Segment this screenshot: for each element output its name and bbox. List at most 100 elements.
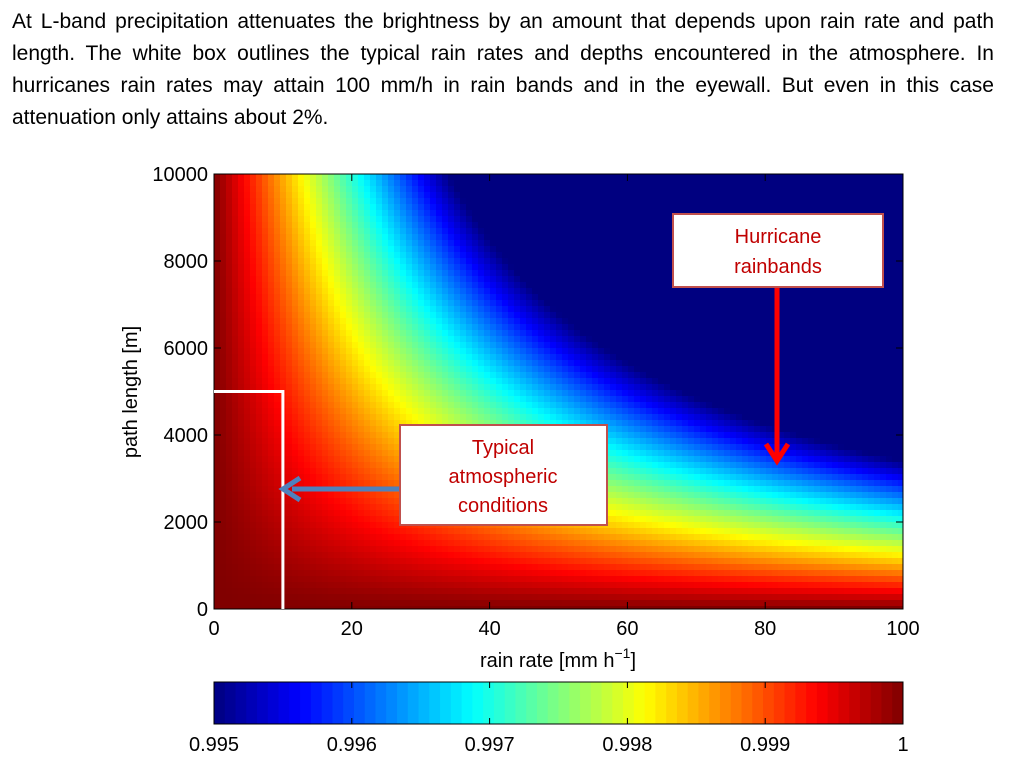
heatmap-cell bbox=[442, 234, 449, 241]
heatmap-cell bbox=[346, 474, 353, 481]
heatmap-cell bbox=[346, 252, 353, 259]
heatmap-cell bbox=[466, 264, 473, 271]
heatmap-cell bbox=[364, 174, 371, 181]
heatmap-cell bbox=[400, 312, 407, 319]
heatmap-cell bbox=[484, 294, 491, 301]
heatmap-cell bbox=[304, 294, 311, 301]
heatmap-cell bbox=[394, 540, 401, 547]
heatmap-cell bbox=[580, 318, 587, 325]
heatmap-cell bbox=[238, 258, 245, 265]
heatmap-cell bbox=[376, 414, 383, 421]
heatmap-cell bbox=[622, 174, 629, 181]
heatmap-cell bbox=[604, 540, 611, 547]
heatmap-cell bbox=[544, 366, 551, 373]
heatmap-cell bbox=[274, 210, 281, 217]
heatmap-cell bbox=[598, 324, 605, 331]
heatmap-cell bbox=[322, 420, 329, 427]
heatmap-cell bbox=[310, 360, 317, 367]
heatmap-cell bbox=[376, 312, 383, 319]
heatmap-cell bbox=[364, 318, 371, 325]
heatmap-cell bbox=[598, 342, 605, 349]
heatmap-cell bbox=[556, 414, 563, 421]
heatmap-cell bbox=[310, 558, 317, 565]
heatmap-cell bbox=[550, 414, 557, 421]
heatmap-cell bbox=[316, 282, 323, 289]
heatmap-cell bbox=[334, 330, 341, 337]
heatmap-cell bbox=[520, 348, 527, 355]
heatmap-cell bbox=[604, 546, 611, 553]
heatmap-cell bbox=[310, 594, 317, 601]
heatmap-cell bbox=[346, 564, 353, 571]
heatmap-cell bbox=[508, 546, 515, 553]
heatmap-cell bbox=[214, 486, 221, 493]
heatmap-cell bbox=[574, 360, 581, 367]
heatmap-cell bbox=[280, 384, 287, 391]
heatmap-cell bbox=[484, 564, 491, 571]
heatmap-cell bbox=[424, 192, 431, 199]
heatmap-cell bbox=[268, 510, 275, 517]
heatmap-cell bbox=[334, 276, 341, 283]
heatmap-cell bbox=[340, 300, 347, 307]
heatmap-cell bbox=[232, 540, 239, 547]
heatmap-cell bbox=[484, 276, 491, 283]
heatmap-cell bbox=[388, 204, 395, 211]
heatmap-cell bbox=[496, 582, 503, 589]
heatmap-cell bbox=[274, 600, 281, 607]
heatmap-cell bbox=[250, 198, 257, 205]
heatmap-cell bbox=[220, 300, 227, 307]
heatmap-cell bbox=[244, 210, 251, 217]
heatmap-cell bbox=[268, 594, 275, 601]
heatmap-cell bbox=[514, 372, 521, 379]
heatmap-cell bbox=[268, 252, 275, 259]
heatmap-cell bbox=[316, 432, 323, 439]
heatmap-cell bbox=[568, 204, 575, 211]
heatmap-cell bbox=[316, 552, 323, 559]
heatmap-cell bbox=[298, 504, 305, 511]
heatmap-cell bbox=[340, 360, 347, 367]
heatmap-cell bbox=[568, 252, 575, 259]
heatmap-cell bbox=[502, 402, 509, 409]
heatmap-cell bbox=[508, 324, 515, 331]
heatmap-cell bbox=[526, 228, 533, 235]
heatmap-cell bbox=[400, 270, 407, 277]
heatmap-cell bbox=[556, 594, 563, 601]
heatmap-cell bbox=[214, 528, 221, 535]
heatmap-cell bbox=[568, 564, 575, 571]
heatmap-cell bbox=[448, 324, 455, 331]
heatmap-cell bbox=[460, 258, 467, 265]
heatmap-cell bbox=[214, 372, 221, 379]
heatmap-cell bbox=[262, 270, 269, 277]
heatmap-cell bbox=[334, 210, 341, 217]
heatmap-cell bbox=[310, 204, 317, 211]
heatmap-cell bbox=[448, 378, 455, 385]
heatmap-cell bbox=[418, 546, 425, 553]
heatmap-cell bbox=[610, 534, 617, 541]
heatmap-cell bbox=[274, 564, 281, 571]
heatmap-cell bbox=[412, 546, 419, 553]
heatmap-cell bbox=[376, 510, 383, 517]
heatmap-cell bbox=[484, 588, 491, 595]
heatmap-cell bbox=[232, 426, 239, 433]
heatmap-cell bbox=[514, 420, 521, 427]
heatmap-cell bbox=[382, 498, 389, 505]
heatmap-cell bbox=[346, 336, 353, 343]
heatmap-cell bbox=[418, 186, 425, 193]
heatmap-cell bbox=[256, 426, 263, 433]
heatmap-cell bbox=[490, 282, 497, 289]
heatmap-cell bbox=[616, 372, 623, 379]
heatmap-cell bbox=[616, 228, 623, 235]
heatmap-cell bbox=[376, 384, 383, 391]
heatmap-cell bbox=[490, 276, 497, 283]
heatmap-cell bbox=[502, 210, 509, 217]
heatmap-cell bbox=[418, 360, 425, 367]
heatmap-cell bbox=[268, 588, 275, 595]
heatmap-cell bbox=[532, 276, 539, 283]
heatmap-cell bbox=[346, 420, 353, 427]
heatmap-cell bbox=[454, 396, 461, 403]
heatmap-cell bbox=[526, 246, 533, 253]
heatmap-cell bbox=[394, 288, 401, 295]
heatmap-cell bbox=[448, 240, 455, 247]
heatmap-cell bbox=[394, 510, 401, 517]
heatmap-cell bbox=[544, 324, 551, 331]
heatmap-cell bbox=[532, 594, 539, 601]
